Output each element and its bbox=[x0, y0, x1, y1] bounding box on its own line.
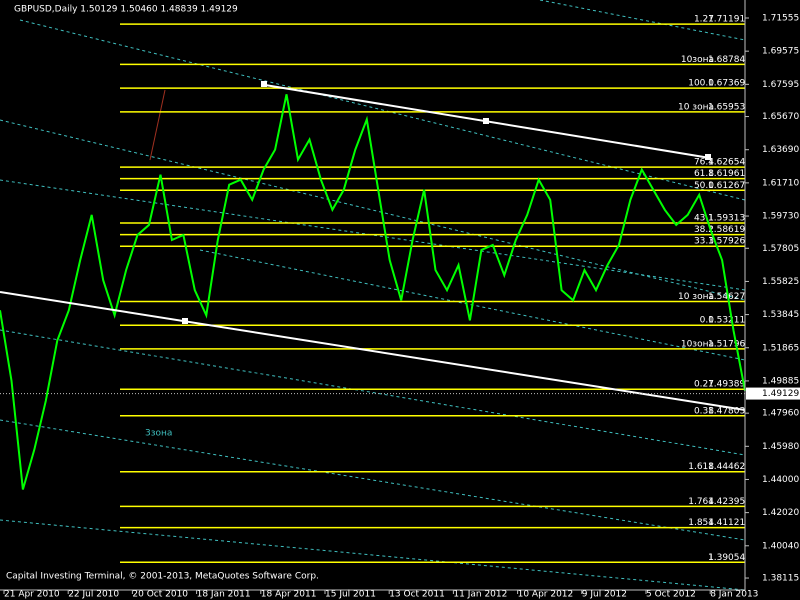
fib-level-price: 1.42395 bbox=[708, 497, 745, 507]
y-tick-label: 1.61710 bbox=[762, 178, 799, 188]
fib-level-name: 1.27 bbox=[694, 15, 714, 25]
x-tick-label: 13 Oct 2011 bbox=[389, 590, 445, 600]
fib-level-name: 10 зона bbox=[678, 292, 714, 302]
y-tick-label: 1.55825 bbox=[762, 277, 799, 287]
y-tick-label: 1.69575 bbox=[762, 47, 799, 57]
fib-level-name: 10зона bbox=[681, 339, 714, 349]
trend-anchor bbox=[182, 318, 188, 324]
x-tick-label: 11 Jan 2012 bbox=[453, 590, 507, 600]
y-tick-label: 1.44000 bbox=[762, 475, 799, 485]
fib-level-price: 1.68784 bbox=[708, 55, 745, 65]
fib-level-price: 1.61961 bbox=[708, 169, 745, 179]
fib-level-name: 33.3 bbox=[694, 237, 714, 247]
fib-level-name: 1 bbox=[708, 553, 714, 563]
fib-level-name: 0.38 bbox=[694, 406, 714, 416]
x-tick-label: 9 Jul 2012 bbox=[582, 590, 627, 600]
x-tick-label: 18 Jan 2011 bbox=[197, 590, 251, 600]
fib-level-price: 1.53211 bbox=[708, 316, 745, 326]
trend-anchor bbox=[261, 81, 267, 87]
last-price-label: 1.49129 bbox=[762, 389, 799, 399]
fib-level-name: 1.854 bbox=[688, 518, 714, 528]
fib-level-price: 1.59313 bbox=[708, 214, 745, 224]
annotation: 3зона bbox=[145, 429, 172, 439]
fib-level-price: 1.57926 bbox=[708, 237, 745, 247]
y-tick-label: 1.42020 bbox=[762, 508, 799, 518]
x-tick-label: 10 Apr 2012 bbox=[518, 590, 574, 600]
fib-level-price: 1.58619 bbox=[708, 225, 745, 235]
y-tick-label: 1.49885 bbox=[762, 376, 799, 386]
fib-level-name: 0.27 bbox=[694, 380, 714, 390]
trend-lines bbox=[0, 81, 746, 411]
fib-level-price: 1.44462 bbox=[708, 462, 745, 472]
fib-level-name: 10зона bbox=[681, 55, 714, 65]
channel-line bbox=[0, 519, 746, 591]
fib-level-name: 61.8 bbox=[694, 169, 714, 179]
fib-level-price: 1.62654 bbox=[708, 158, 745, 168]
fib-level-price: 1.49389 bbox=[708, 380, 745, 390]
y-tick-label: 1.57805 bbox=[762, 244, 799, 254]
fib-level-name: 38.2 bbox=[694, 225, 714, 235]
y-tick-label: 1.59730 bbox=[762, 212, 799, 222]
fib-level-price: 1.65953 bbox=[708, 102, 745, 112]
footer: Capital Investing Terminal, © 2001-2013,… bbox=[6, 572, 319, 582]
channel-line bbox=[539, 0, 746, 41]
y-tick-label: 1.53845 bbox=[762, 310, 799, 320]
x-tick-label: 22 Jul 2010 bbox=[68, 590, 119, 600]
x-tick-label: 20 Oct 2010 bbox=[132, 590, 188, 600]
fib-level-price: 1.39054 bbox=[708, 553, 745, 563]
fib-level-price: 1.61267 bbox=[708, 181, 745, 191]
fib-level-price: 1.47803 bbox=[708, 406, 745, 416]
last-price-box bbox=[746, 387, 800, 400]
y-tick-label: 1.45980 bbox=[762, 442, 799, 452]
fib-level-name: 76.4 bbox=[694, 158, 714, 168]
fib-anchor-line bbox=[149, 89, 166, 161]
price-line bbox=[0, 94, 746, 490]
y-tick-label: 1.67595 bbox=[762, 80, 799, 90]
fib-level-name: 50.0 bbox=[694, 181, 714, 191]
fib-level-name: 43.1 bbox=[694, 214, 714, 224]
y-tick-label: 1.71555 bbox=[762, 14, 799, 24]
y-tick-label: 1.38115 bbox=[762, 574, 799, 584]
y-tick-label: 1.63690 bbox=[762, 145, 799, 155]
x-tick-label: 8 Jan 2013 bbox=[710, 590, 758, 600]
channel-line bbox=[19, 19, 746, 201]
fib-level-price: 1.54627 bbox=[708, 292, 745, 302]
trend-anchor bbox=[705, 154, 711, 160]
fib-level-name: 1.618 bbox=[688, 462, 714, 472]
y-tick-label: 1.40040 bbox=[762, 541, 799, 551]
trend-anchor bbox=[483, 118, 489, 124]
x-tick-label: 15 Jul 2011 bbox=[325, 590, 376, 600]
fib-level-price: 1.71191 bbox=[708, 15, 745, 25]
chart-title: GBPUSD,Daily 1.50129 1.50460 1.48839 1.4… bbox=[14, 5, 238, 15]
y-tick-label: 1.47960 bbox=[762, 409, 799, 419]
price-series bbox=[0, 94, 746, 490]
y-tick-label: 1.65670 bbox=[762, 112, 799, 122]
fib-level-name: 100.0 bbox=[688, 79, 714, 89]
fib-level-price: 1.41121 bbox=[708, 518, 745, 528]
fib-level-price: 1.51796 bbox=[708, 339, 745, 349]
fib-level-name: 0.0 bbox=[700, 316, 715, 326]
x-tick-label: 21 Apr 2010 bbox=[4, 590, 60, 600]
fib-level-price: 1.67369 bbox=[708, 79, 745, 89]
y-tick-label: 1.51865 bbox=[762, 343, 799, 353]
fib-level-name: 1.764 bbox=[688, 497, 714, 507]
fib-level-name: 10 зона bbox=[678, 102, 714, 112]
channel-line bbox=[0, 119, 746, 301]
x-tick-label: 18 Apr 2011 bbox=[261, 590, 317, 600]
x-tick-label: 5 Oct 2012 bbox=[646, 590, 696, 600]
trend-line bbox=[0, 291, 746, 411]
